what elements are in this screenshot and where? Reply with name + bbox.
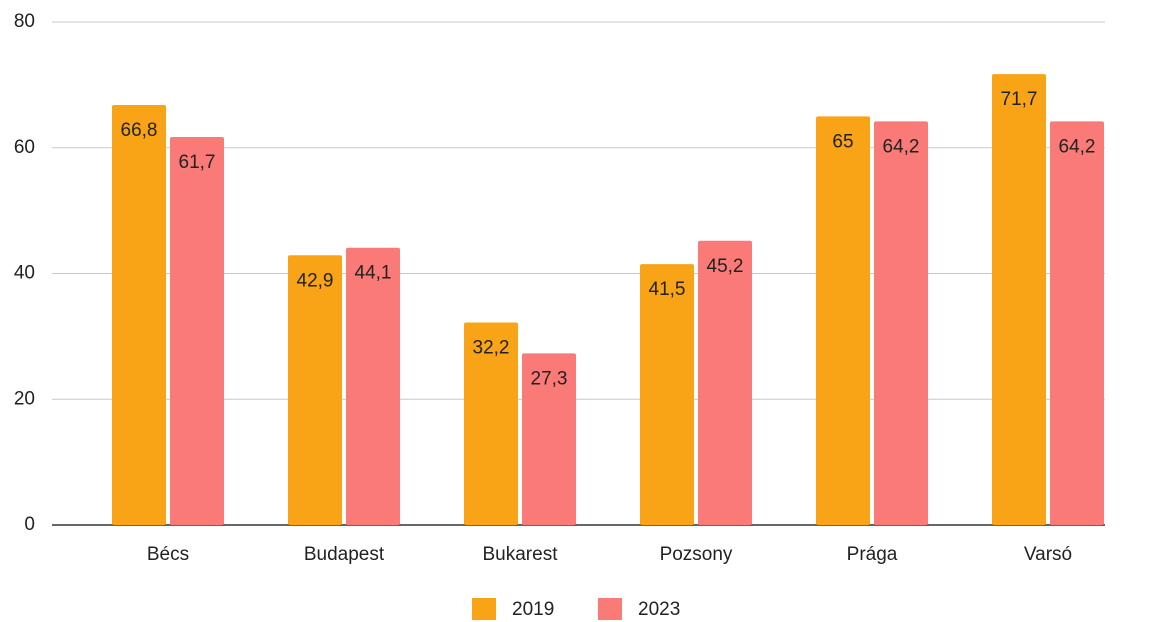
x-tick-label: Bukarest [483, 544, 559, 565]
data-label: 66,8 [121, 120, 158, 141]
bar [288, 255, 342, 526]
legend-label: 2019 [512, 599, 554, 620]
data-label: 45,2 [707, 256, 744, 277]
legend-label: 2023 [638, 599, 680, 620]
data-label: 42,9 [297, 270, 334, 291]
y-tick-label: 80 [14, 11, 35, 32]
bar [640, 264, 694, 525]
data-label: 32,2 [473, 338, 510, 359]
y-tick-label: 0 [24, 514, 35, 535]
bar [992, 74, 1046, 525]
bar [346, 247, 400, 525]
bar [874, 121, 928, 525]
legend-swatch [598, 598, 622, 620]
data-label: 65 [832, 131, 853, 152]
x-tick-label: Pozsony [660, 544, 733, 565]
data-label: 44,1 [355, 263, 392, 284]
bar [522, 353, 576, 525]
bar [112, 104, 166, 526]
legend-swatch [472, 598, 496, 620]
y-tick-label: 60 [14, 137, 35, 158]
x-tick-label: Bécs [147, 544, 189, 565]
data-label: 71,7 [1001, 89, 1038, 110]
x-tick-label: Varsó [1024, 544, 1072, 565]
data-label: 27,3 [531, 368, 568, 389]
x-tick-label: Budapest [304, 544, 385, 565]
data-label: 41,5 [649, 279, 686, 300]
y-tick-label: 20 [14, 388, 35, 409]
bar [698, 240, 752, 525]
bar [170, 137, 224, 525]
y-tick-label: 40 [14, 263, 35, 284]
data-label: 64,2 [883, 136, 920, 157]
bar [816, 116, 870, 525]
bar [464, 322, 518, 525]
data-label: 64,2 [1059, 136, 1096, 157]
data-label: 61,7 [179, 152, 216, 173]
bar [1050, 121, 1104, 525]
x-tick-label: Prága [847, 544, 898, 565]
